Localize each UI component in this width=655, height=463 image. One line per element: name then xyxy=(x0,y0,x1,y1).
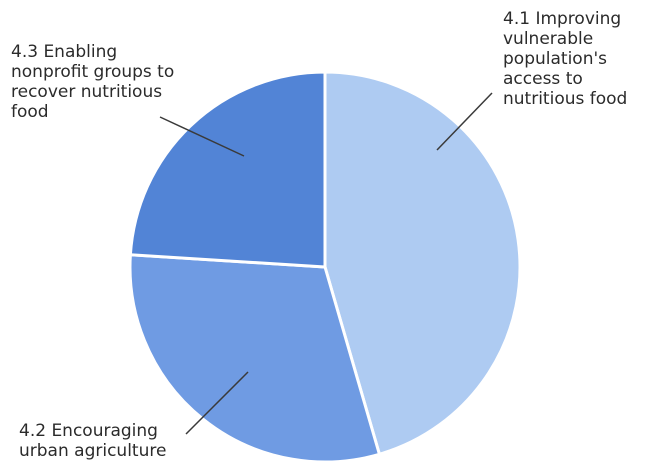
leader-line-urban-agriculture xyxy=(185,371,249,435)
slice-label-urban-agriculture: 4.2 Encouraging urban agriculture xyxy=(19,421,167,461)
pie-slice-urban-agriculture xyxy=(128,253,382,463)
leader-line-improving-access xyxy=(436,92,493,151)
pie-slices xyxy=(128,70,522,463)
leader-line-nonprofit-recovery xyxy=(159,116,245,157)
slice-label-improving-access: 4.1 Improving vulnerable population's ac… xyxy=(503,9,628,109)
leader-lines xyxy=(159,92,493,435)
slice-label-nonprofit-recovery: 4.3 Enabling nonprofit groups to recover… xyxy=(11,42,175,122)
pie-slice-improving-access xyxy=(323,70,522,457)
pie-slice-nonprofit-recovery xyxy=(128,70,327,269)
